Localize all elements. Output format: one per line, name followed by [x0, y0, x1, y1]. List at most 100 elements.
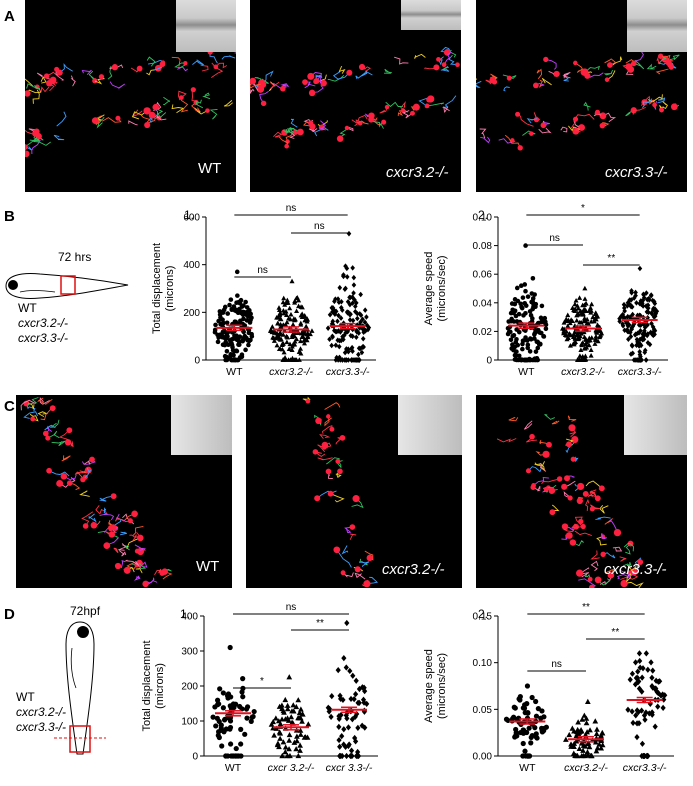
cell-track: [58, 429, 70, 442]
data-point: [584, 698, 591, 704]
data-point: [354, 334, 359, 340]
data-point: [353, 738, 359, 745]
cell-track: [356, 114, 368, 124]
data-point: [573, 732, 580, 739]
cell-track: [612, 56, 623, 66]
cell-track: [572, 539, 584, 547]
microscopy-image-a-wt: WT: [25, 0, 236, 192]
data-point: [350, 294, 355, 300]
data-point: [287, 316, 293, 322]
data-point: [570, 341, 576, 346]
cell-track: [508, 416, 519, 422]
data-point: [581, 318, 587, 324]
data-point: [284, 702, 291, 708]
data-point: [575, 719, 581, 725]
data-point: [513, 339, 519, 345]
cell-track: [496, 438, 517, 443]
cell-spot: [542, 450, 550, 458]
data-point: [636, 341, 641, 348]
data-point: [241, 303, 246, 308]
cell-spot: [90, 521, 98, 529]
cell-track: [657, 97, 666, 104]
significance-label: **: [316, 618, 324, 629]
data-point: [282, 716, 289, 722]
data-point: [280, 332, 286, 337]
cell-track: [134, 544, 147, 552]
data-point: [288, 714, 295, 720]
significance-label: *: [581, 203, 585, 214]
data-point: [638, 328, 643, 334]
data-point: [642, 330, 647, 337]
data-point: [329, 692, 335, 700]
data-point: [583, 301, 589, 306]
cell-track: [324, 402, 341, 410]
cell-track: [575, 113, 595, 120]
cell-spot: [103, 542, 111, 549]
cell-track: [642, 98, 653, 108]
legend-cxcr3-3: cxcr3.3-/-: [16, 720, 67, 734]
data-point: [213, 322, 218, 328]
panel-letter-b: B: [4, 208, 15, 225]
cell-track: [574, 530, 592, 537]
data-point: [650, 667, 656, 674]
y-tick-label: 400: [183, 260, 200, 271]
data-point: [633, 331, 639, 337]
data-point: [229, 342, 235, 348]
cell-track: [385, 101, 404, 108]
data-point: [634, 357, 640, 363]
x-tick-label: cxcr3.3-/-: [623, 762, 667, 774]
cell-track: [532, 486, 541, 492]
cell-track: [336, 549, 352, 568]
x-tick-label: WT: [518, 366, 535, 378]
cell-track: [502, 74, 517, 80]
cell-spot: [517, 145, 523, 151]
y-axis-label: (microns): [154, 663, 166, 709]
cell-spot: [54, 66, 60, 72]
y-axis-label: Total displacement: [151, 243, 163, 334]
data-point: [343, 263, 348, 269]
cell-tracks: [302, 396, 379, 588]
data-point: [355, 315, 360, 322]
data-point: [284, 752, 291, 759]
cell-track: [332, 71, 350, 80]
cell-track: [600, 533, 607, 540]
data-point: [276, 346, 282, 352]
data-point: [330, 333, 335, 339]
data-point: [358, 291, 363, 298]
data-point: [284, 706, 291, 712]
data-point: [619, 312, 625, 319]
data-point: [583, 720, 590, 726]
data-point: [271, 732, 277, 738]
chart-b2: 0 0.02 0.04 0.06 0.08 0.10 Average speed (micro…: [420, 203, 690, 390]
cell-spot: [412, 103, 420, 111]
data-point: [355, 748, 361, 756]
data-point: [340, 696, 346, 704]
microscopy-image-a-cxcr3-2: cxcr3.2-/-: [250, 0, 461, 192]
data-point: [280, 357, 286, 362]
cell-spot: [25, 150, 30, 158]
data-point: [328, 713, 334, 721]
cell-track: [273, 131, 283, 138]
data-point: [339, 307, 345, 313]
data-point: [223, 726, 229, 732]
data-point: [233, 745, 239, 752]
data-point: [335, 318, 340, 324]
cell-spot: [80, 476, 86, 483]
data-point: [574, 752, 581, 759]
data-point: [227, 644, 233, 651]
y-tick-label: 300: [181, 647, 198, 658]
cell-track: [209, 108, 218, 120]
stage-label: 72 hrs: [58, 250, 92, 264]
cell-track: [259, 90, 269, 104]
data-point: [304, 318, 310, 324]
data-point: [573, 738, 580, 744]
data-point: [244, 715, 250, 721]
data-point: [276, 729, 283, 735]
chart-d1-svg: 0 100 200 300 400 Total displacement (microns)…: [141, 602, 378, 774]
data-point: [513, 726, 519, 733]
cell-track: [536, 68, 543, 80]
data-point: [535, 339, 541, 345]
cell-track: [174, 62, 187, 69]
data-point: [512, 734, 518, 740]
data-point: [333, 342, 339, 348]
